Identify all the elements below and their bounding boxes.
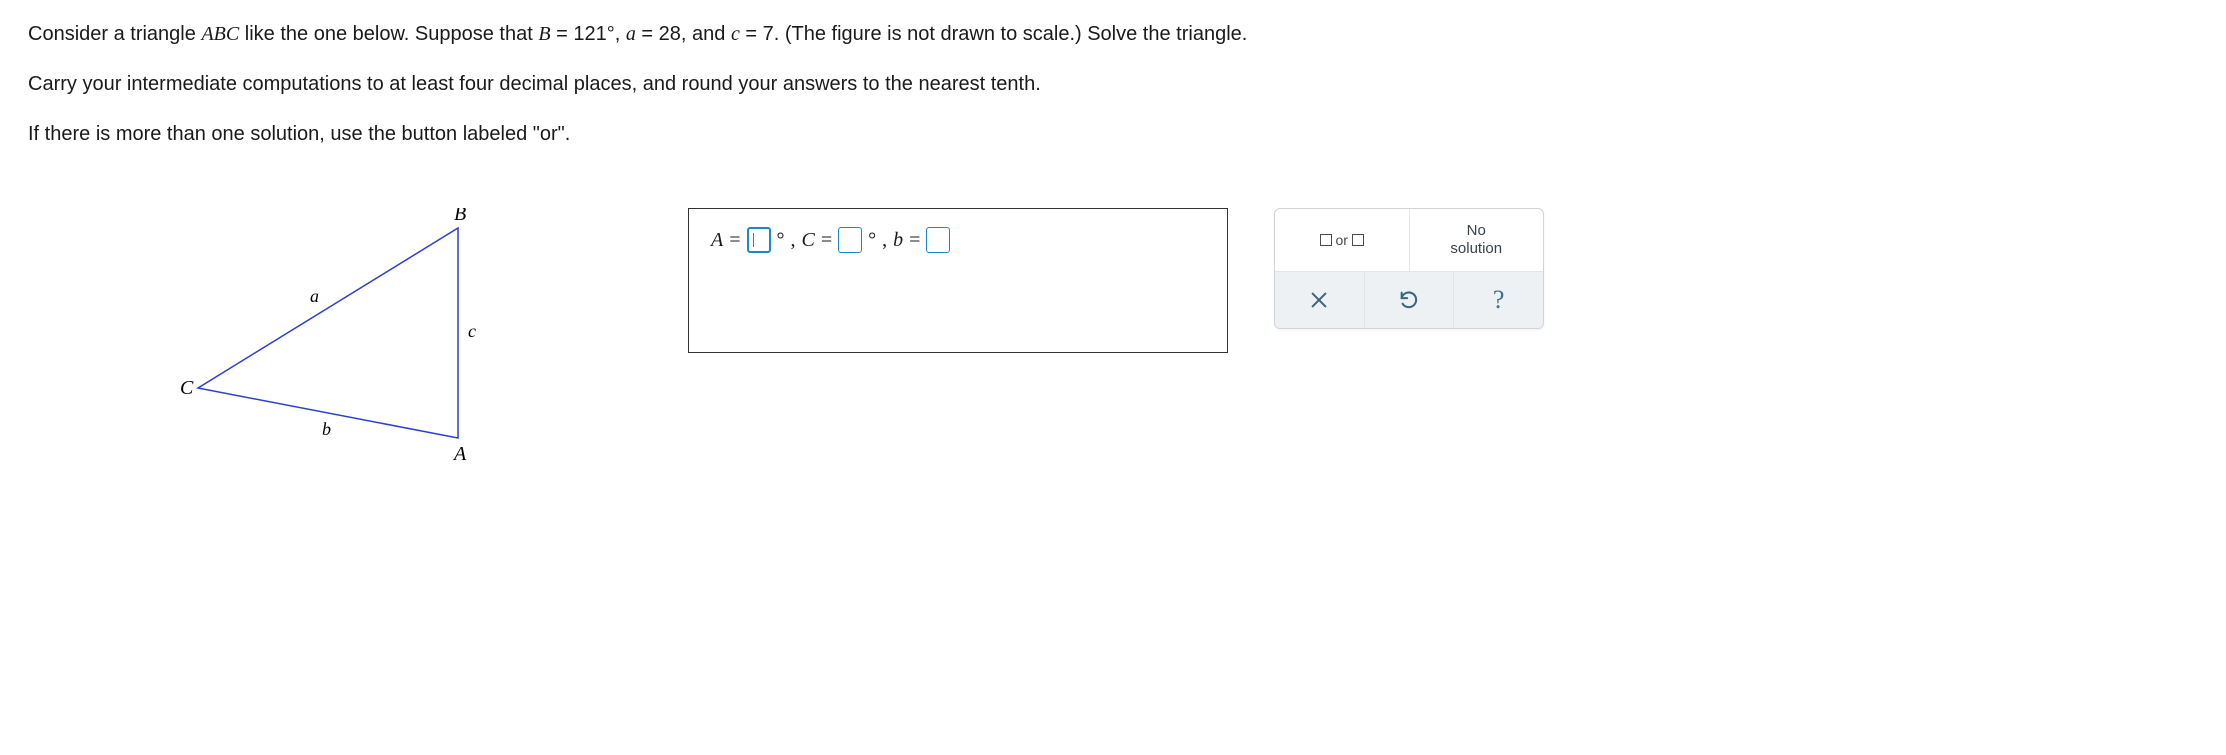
problem-line-2: Carry your intermediate computations to …: [28, 70, 2198, 98]
val-a: 28: [659, 23, 681, 45]
clear-button[interactable]: [1275, 272, 1364, 328]
val-c: 7: [763, 23, 774, 45]
text: like the one below. Suppose that: [239, 23, 538, 45]
comma: ,: [791, 229, 796, 252]
controls-panel: or No solution: [1274, 208, 1544, 329]
or-label: or: [1336, 232, 1348, 248]
equals: =: [909, 229, 920, 252]
triangle-shape: [198, 228, 458, 438]
undo-icon: [1398, 289, 1420, 311]
val-B: 121°: [573, 23, 614, 45]
work-area: B A C a b c A = °, C = °, b =: [28, 208, 2198, 478]
var-B: B: [538, 23, 550, 45]
answer-box: A = °, C = °, b =: [688, 208, 1228, 353]
var-c: c: [731, 23, 740, 45]
help-icon: ?: [1493, 285, 1505, 315]
var-a: a: [626, 23, 636, 45]
side-label-b: b: [322, 419, 331, 439]
comma: ,: [882, 229, 887, 252]
equals: =: [821, 229, 832, 252]
or-button[interactable]: or: [1275, 209, 1409, 271]
triangle-name: ABC: [201, 23, 239, 45]
answer-C-label: C: [802, 229, 815, 252]
triangle-figure: B A C a b c: [178, 208, 598, 478]
no-solution-line1: No: [1450, 222, 1502, 240]
side-label-a: a: [310, 286, 319, 306]
text: Consider a triangle: [28, 23, 201, 45]
no-solution-button[interactable]: No solution: [1409, 209, 1544, 271]
problem-statement: Consider a triangle ABC like the one bel…: [28, 20, 2198, 148]
text: . (The figure is not drawn to scale.) So…: [774, 23, 1248, 45]
or-square-right-icon: [1352, 234, 1364, 246]
no-solution-line2: solution: [1450, 240, 1502, 258]
answer-b-input[interactable]: [926, 227, 950, 253]
answer-b-label: b: [893, 229, 903, 252]
equals: =: [729, 229, 740, 252]
answer-C-input[interactable]: [838, 227, 862, 253]
degree-symbol: °: [777, 229, 785, 252]
problem-line-3: If there is more than one solution, use …: [28, 120, 2198, 148]
vertex-label-C: C: [180, 377, 194, 399]
answer-A-label: A: [711, 229, 723, 252]
vertex-label-B: B: [454, 208, 466, 225]
problem-line-1: Consider a triangle ABC like the one bel…: [28, 20, 2198, 48]
undo-button[interactable]: [1364, 272, 1454, 328]
answer-A-input[interactable]: [747, 227, 771, 253]
vertex-label-A: A: [452, 443, 467, 465]
x-icon: [1308, 289, 1330, 311]
help-button[interactable]: ?: [1453, 272, 1543, 328]
degree-symbol: °: [868, 229, 876, 252]
side-label-c: c: [468, 321, 476, 341]
or-square-left-icon: [1320, 234, 1332, 246]
